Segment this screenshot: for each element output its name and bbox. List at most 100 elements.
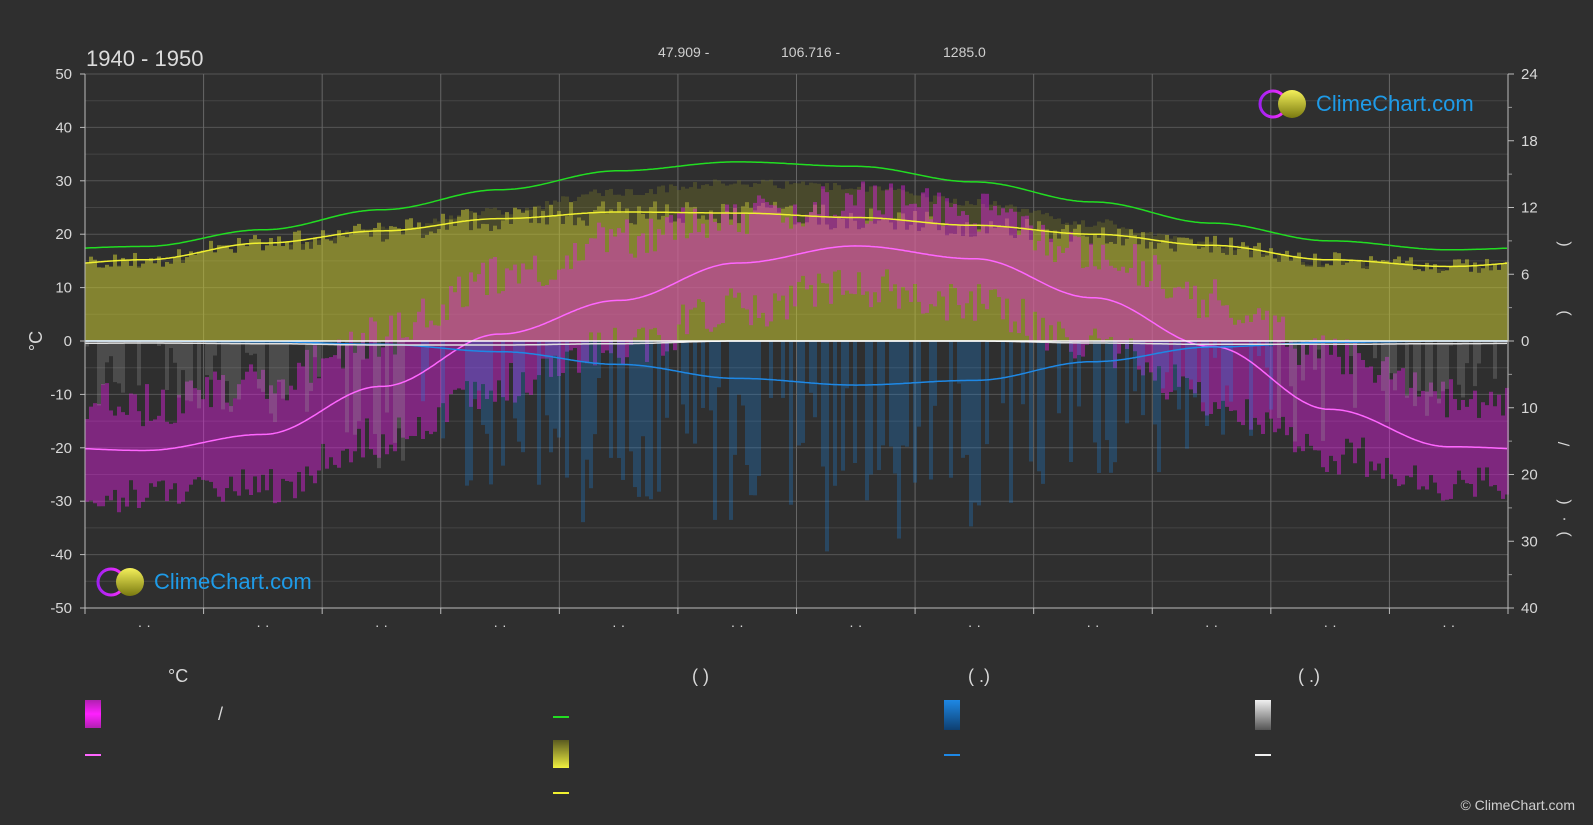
right-tick-label: 30	[1521, 533, 1538, 550]
precip-bar	[249, 341, 253, 356]
temp-range-bar	[133, 394, 137, 490]
daylight-bar	[881, 190, 885, 219]
temp-range-bar	[701, 223, 705, 303]
temp-range-bar	[765, 202, 769, 327]
precip-bar	[933, 341, 937, 406]
temp-range-bar	[1417, 396, 1421, 490]
month-label: · ·	[1086, 617, 1099, 633]
sunshine-bar	[1177, 237, 1181, 341]
temp-range-bar	[1313, 338, 1317, 451]
temp-range-bar	[485, 294, 489, 400]
temp-range-bar	[1337, 356, 1341, 475]
sunshine-bar	[329, 240, 333, 341]
sunshine-bar	[317, 244, 321, 341]
sunshine-bar	[261, 250, 265, 341]
latitude-label: 47.909 -	[658, 44, 710, 60]
logo-icon	[96, 567, 144, 597]
sunshine-bar	[141, 263, 145, 341]
sunshine-bar	[397, 228, 401, 341]
temp-range-bar	[581, 260, 585, 362]
sunshine-bar	[729, 219, 733, 341]
sunshine-bar	[577, 217, 581, 341]
temp-range-bar	[1353, 341, 1357, 464]
sunshine-bar	[561, 223, 565, 341]
sunshine-bar	[709, 210, 713, 341]
temp-range-bar	[949, 207, 953, 285]
sunshine-bar	[617, 201, 621, 341]
temp-range-bar	[1277, 322, 1281, 429]
sunshine-bar	[1145, 248, 1149, 341]
sunshine-bar	[393, 226, 397, 341]
temp-range-bar	[1025, 215, 1029, 336]
precip-bar	[1445, 341, 1449, 389]
temp-range-bar	[841, 210, 845, 295]
precip-bar	[425, 341, 429, 371]
temp-range-bar	[293, 389, 297, 499]
temp-range-bar	[317, 378, 321, 471]
sunshine-bar	[1409, 257, 1413, 341]
daylight-bar	[1189, 238, 1193, 240]
precip-bar	[177, 341, 181, 398]
temp-range-bar	[1401, 368, 1405, 485]
temp-range-bar	[753, 202, 757, 296]
sunshine-bar	[605, 213, 609, 341]
temp-range-bar	[873, 185, 877, 293]
temp-range-bar	[501, 291, 505, 398]
precip-bar	[137, 341, 141, 386]
sunshine-bar	[165, 261, 169, 341]
temp-range-bar	[609, 229, 613, 354]
sunshine-bar	[817, 224, 821, 341]
daylight-bar	[653, 194, 657, 202]
temp-range-bar	[329, 357, 333, 458]
daylight-bar	[1133, 232, 1137, 236]
sunshine-bar	[669, 222, 673, 341]
sunshine-bar	[721, 203, 725, 341]
sunshine-bar	[1253, 246, 1257, 341]
precip-bar	[1353, 341, 1357, 408]
precip-bar	[1289, 341, 1293, 387]
sunshine-bar	[581, 220, 585, 341]
sunshine-bar	[545, 224, 549, 341]
daylight-bar	[301, 244, 305, 250]
precip-bar	[1193, 341, 1197, 398]
temp-range-bar	[1297, 364, 1301, 447]
daylight-bar	[1017, 211, 1021, 231]
temp-range-bar	[1037, 240, 1041, 341]
sunshine-bar	[565, 216, 569, 341]
sunshine-bar	[1049, 242, 1053, 341]
temp-range-bar	[1181, 288, 1185, 377]
temp-range-bar	[389, 315, 393, 445]
daylight-bar	[1013, 206, 1017, 238]
sunshine-bar	[497, 229, 501, 341]
temp-range-bar	[489, 258, 493, 391]
daylight-bar	[817, 183, 821, 225]
precip-bar	[285, 341, 289, 395]
precip-bar	[629, 341, 633, 452]
temp-range-bar	[437, 325, 441, 408]
daylight-bar	[969, 204, 973, 237]
temp-range-bar	[693, 208, 697, 308]
temp-range-bar	[729, 224, 733, 289]
temp-range-bar	[649, 218, 653, 330]
temp-range-bar	[901, 185, 905, 287]
logo-bottom[interactable]: ClimeChart.com	[96, 566, 312, 598]
temp-range-bar	[1281, 316, 1285, 417]
sunshine-bar	[941, 223, 945, 341]
precip-bar	[1493, 341, 1497, 379]
temp-range-bar	[1209, 293, 1213, 414]
temp-range-bar	[269, 385, 273, 470]
logo-top[interactable]: ClimeChart.com	[1258, 88, 1474, 120]
sunshine-bar	[361, 229, 365, 341]
legend-daylight-swatch	[553, 716, 569, 718]
temp-range-bar	[249, 364, 253, 496]
temp-range-bar	[745, 233, 749, 310]
precip-bar	[797, 341, 801, 446]
temp-range-bar	[1073, 236, 1077, 359]
precip-bar	[757, 341, 761, 476]
sunshine-bar	[465, 209, 469, 341]
sunshine-bar	[553, 215, 557, 341]
temp-range-bar	[469, 272, 473, 407]
temp-range-bar	[1013, 211, 1017, 322]
daylight-bar	[765, 180, 769, 208]
temp-range-bar	[393, 354, 397, 452]
